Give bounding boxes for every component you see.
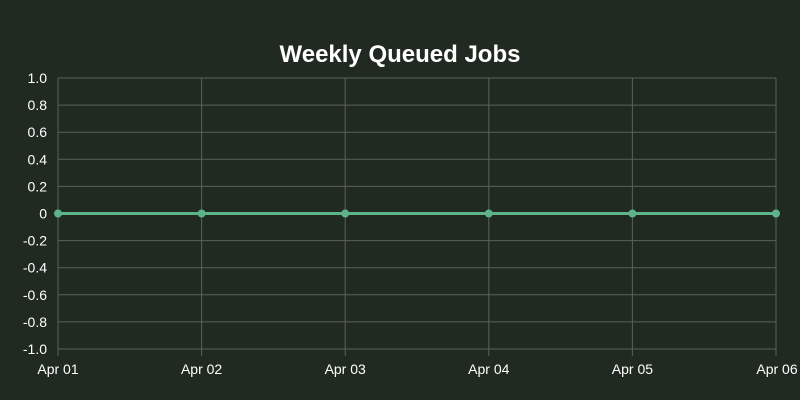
data-points — [54, 209, 780, 218]
grid-lines — [57, 77, 777, 356]
x-tick-label: Apr 01 — [37, 361, 78, 377]
y-tick-label: -1.0 — [23, 341, 47, 357]
data-point[interactable] — [628, 209, 637, 218]
data-point[interactable] — [197, 209, 206, 218]
data-point[interactable] — [341, 209, 350, 218]
y-tick-label: 0.8 — [28, 97, 48, 113]
x-axis-ticks: Apr 01 Apr 02 Apr 03 Apr 04 Apr 05 Apr 06 — [37, 361, 797, 377]
data-point[interactable] — [772, 209, 780, 218]
chart-title: Weekly Queued Jobs — [280, 41, 521, 68]
x-tick-label: Apr 05 — [612, 361, 653, 377]
x-tick-label: Apr 03 — [325, 361, 366, 377]
y-tick-label: -0.2 — [23, 233, 47, 249]
y-tick-label: 0.6 — [28, 124, 48, 140]
x-tick-label: Apr 06 — [756, 361, 797, 377]
y-tick-label: 1.0 — [28, 70, 48, 86]
y-axis-ticks: 1.0 0.8 0.6 0.4 0.2 0 -0.2 -0.4 -0.6 -0.8 -1.0 — [23, 70, 47, 357]
y-tick-label: -0.4 — [23, 260, 47, 276]
data-point[interactable] — [484, 209, 493, 218]
y-tick-label: -0.8 — [23, 314, 47, 330]
x-tick-label: Apr 02 — [181, 361, 222, 377]
y-tick-label: 0.2 — [28, 178, 48, 194]
y-tick-label: 0.4 — [28, 151, 48, 167]
y-tick-label: -0.6 — [23, 287, 47, 303]
x-tick-label: Apr 04 — [468, 361, 509, 377]
data-point[interactable] — [54, 209, 62, 218]
y-tick-label: 0 — [39, 206, 47, 222]
